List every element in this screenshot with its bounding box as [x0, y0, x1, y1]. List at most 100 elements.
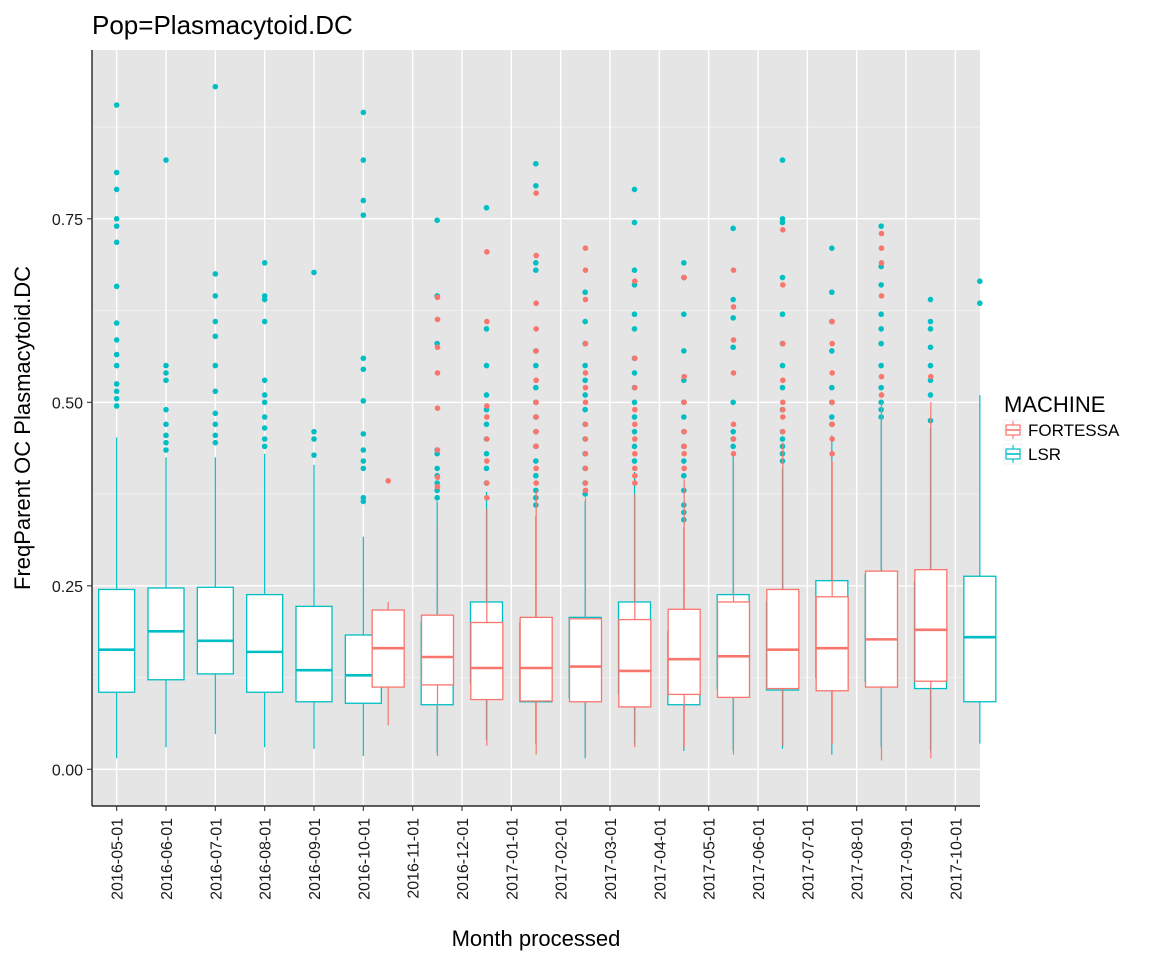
outlier-point [261, 260, 268, 266]
outlier-point [113, 223, 120, 229]
box-lsr-2016-09-01 [295, 269, 333, 749]
outlier-point [632, 406, 638, 413]
outlier-point [878, 282, 884, 288]
outlier-point [582, 267, 589, 273]
outlier-point [730, 225, 736, 232]
outlier-point [360, 355, 367, 362]
outlier-point [434, 294, 441, 301]
outlier-point [533, 472, 539, 479]
outlier-point [730, 421, 737, 428]
outlier-point [434, 217, 440, 224]
outlier-point [163, 439, 169, 446]
outlier-point [113, 362, 120, 369]
outlier-point [582, 340, 589, 347]
outlier-point [779, 216, 786, 222]
box-fortessa-2017-10-01 [914, 373, 948, 759]
outlier-point [360, 157, 367, 163]
outlier-point [261, 414, 268, 420]
outlier-point [631, 186, 638, 193]
outlier-point [113, 351, 120, 358]
outlier-point [212, 439, 219, 446]
outlier-point [212, 318, 219, 325]
outlier-point [533, 458, 539, 464]
outlier-point [878, 293, 885, 299]
outlier-point [533, 190, 539, 196]
outlier-point [631, 399, 638, 406]
outlier-point [113, 216, 120, 222]
y-tick-label: 0.50 [52, 395, 83, 412]
outlier-point [582, 384, 589, 391]
box-body [519, 616, 553, 702]
y-axis: 0.00 0.25 0.50 0.75 [52, 212, 92, 779]
outlier-point [533, 362, 539, 369]
outlier-point [730, 304, 737, 310]
outlier-point [533, 428, 539, 435]
x-tick-label: 2017-09-01 [899, 818, 916, 900]
outlier-point [582, 487, 589, 494]
outlier-point [632, 472, 638, 479]
outlier-point [582, 421, 589, 428]
legend-label: FORTESSA [1028, 421, 1120, 440]
outlier-point [927, 296, 934, 303]
outlier-point [927, 326, 934, 332]
x-tick-label: 2017-07-01 [800, 818, 817, 900]
outlier-point [212, 333, 219, 340]
outlier-point [927, 362, 934, 369]
x-tick-label: 2016-06-01 [159, 818, 176, 900]
outlier-point [212, 421, 219, 428]
outlier-point [582, 370, 589, 376]
outlier-point [681, 472, 687, 479]
outlier-point [927, 392, 934, 398]
outlier-point [163, 432, 169, 439]
outlier-point [878, 340, 884, 347]
outlier-point [779, 436, 786, 442]
outlier-point [681, 458, 687, 464]
outlier-point [582, 406, 588, 413]
outlier-point [484, 403, 490, 409]
outlier-point [631, 267, 638, 273]
x-tick-label: 2016-08-01 [258, 818, 275, 900]
outlier-point [261, 399, 268, 406]
outlier-point [533, 399, 539, 406]
outlier-point [533, 348, 539, 354]
outlier-point [878, 245, 885, 251]
outlier-point [681, 260, 687, 266]
legend-title: MACHINE [1004, 392, 1105, 417]
box-fortessa-2017-02-01 [519, 190, 553, 755]
outlier-point [582, 436, 589, 442]
outlier-point [113, 395, 120, 402]
outlier-point [113, 283, 120, 290]
outlier-point [311, 428, 317, 435]
legend-keys: FORTESSA LSR [1003, 419, 1120, 465]
outlier-point [261, 392, 268, 398]
outlier-point [212, 388, 219, 395]
outlier-point [582, 318, 588, 325]
outlier-point [829, 245, 835, 251]
box-fortessa-2017-06-01 [716, 267, 751, 755]
outlier-point [681, 274, 687, 281]
outlier-point [730, 315, 736, 321]
outlier-point [360, 366, 367, 373]
outlier-point [632, 278, 638, 285]
outlier-point [878, 326, 884, 332]
outlier-point [113, 186, 120, 193]
outlier-point [113, 388, 120, 395]
outlier-point [113, 337, 120, 343]
outlier-point [780, 399, 786, 406]
outlier-point [681, 399, 687, 406]
outlier-point [829, 318, 835, 325]
box-fortessa-2017-08-01 [815, 318, 849, 744]
box-body [716, 601, 751, 699]
outlier-point [483, 362, 490, 369]
outlier-point [632, 355, 638, 362]
outlier-point [977, 300, 983, 307]
outlier-point [632, 421, 638, 428]
x-tick-label: 2016-12-01 [455, 818, 472, 900]
outlier-point [631, 414, 638, 420]
outlier-point [212, 83, 219, 90]
box-body [667, 608, 701, 696]
outlier-point [779, 274, 786, 281]
outlier-point [212, 432, 219, 439]
outlier-point [780, 414, 786, 420]
outlier-point [261, 436, 268, 442]
